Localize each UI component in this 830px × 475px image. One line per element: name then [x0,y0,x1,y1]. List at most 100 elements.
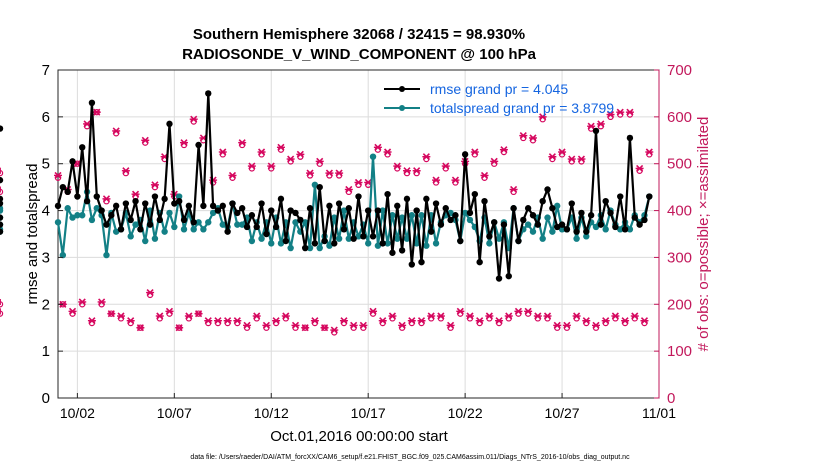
obs-possible-point [0,301,4,308]
rmse-point [74,193,81,200]
x-tick-label: 10/17 [351,405,386,421]
obs-assimilated-point [335,169,344,177]
rmse-point [229,200,236,207]
rmse-point [331,240,338,247]
obs-assimilated-point [286,155,295,163]
obs-assimilated-point [427,312,436,320]
totalspread-point [54,219,62,226]
rmse-point [408,261,416,268]
obs-assimilated-point [378,317,387,325]
obs-assimilated-point [451,176,460,184]
rmse-point [306,205,314,212]
y-tick-label-left: 4 [42,203,50,220]
obs-assimilated-point [165,307,174,315]
obs-assimilated-point [407,317,416,325]
rmse-point [587,212,595,219]
totalspread-point [74,212,81,219]
rmse-point [195,141,202,149]
obs-assimilated-point [504,312,513,320]
rmse-point [452,212,459,219]
obs-assimilated-point [383,148,392,156]
rmse-point [583,228,590,235]
rmse-point [219,202,226,210]
rmse-point [398,247,406,254]
obs-assimilated-point [126,317,135,325]
rmse-point [568,200,575,207]
totalspread-point [524,221,532,228]
rmse-point [592,127,600,135]
totalspread-point [413,240,420,247]
rmse-point [437,221,445,228]
obs-assimilated-point [616,108,625,116]
obs-assimilated-point [117,312,126,320]
rmse-point [64,188,71,196]
totalspread-point [403,235,411,242]
rmse-point [268,207,275,214]
rmse-point [345,205,353,212]
rmse-point [621,226,629,233]
rmse-point [69,158,76,165]
obs-assimilated-point [548,153,557,161]
rmse-point [112,202,120,210]
obs-assimilated-point [567,155,576,163]
rmse-point [573,228,580,235]
obs-assimilated-point [223,317,232,325]
rmse-point [413,207,420,214]
rmse-point [272,223,280,231]
rmse-point [355,193,362,200]
totalspread-point [238,221,246,228]
chart-title: Southern Hemisphere 32068 / 32415 = 98.9… [193,26,525,43]
obs-assimilated-point [553,321,562,329]
rmse-point [384,190,391,198]
rmse-point [500,221,508,228]
legend: rmse grand pr = 4.045 totalspread grand … [384,81,614,116]
totalspread-point [486,240,493,247]
rmse-point [301,244,309,252]
obs-assimilated-point [107,310,116,318]
rmse-point [287,207,294,214]
obs-assimilated-point [325,169,334,177]
rmse-point [292,209,299,217]
obs-assimilated-point [359,321,368,329]
totalspread-point [408,212,416,219]
obs-assimilated-point [349,321,358,329]
rmse-point [83,198,91,205]
totalspread-point [539,235,546,242]
totalspread-point [316,244,323,252]
y-tick-label-left: 5 [42,156,50,173]
series-layer [0,90,654,336]
rmse-point [539,198,546,205]
rmse-point [491,219,498,226]
totalspread-point [355,233,362,240]
y-tick-label-right: 700 [667,62,692,79]
y-tick-label-right: 0 [667,390,675,407]
rmse-point [0,221,4,228]
totalspread-point [248,237,256,245]
rmse-point [524,205,532,212]
obs-assimilated-point [310,317,319,325]
totalspread-point [345,235,353,242]
y-tick-label-right: 200 [667,296,692,313]
rmse-point [520,216,527,224]
rmse-point [122,200,130,207]
obs-assimilated-point [519,132,528,140]
rmse-point [379,240,386,247]
totalspread-point [301,219,309,226]
rmse-point [326,202,333,210]
totalspread-point [287,244,294,252]
rmse-point [311,240,319,247]
chart-subtitle: RADIOSONDE_V_WIND_COMPONENT @ 100 hPa [182,46,537,63]
obs-assimilated-point [630,312,639,320]
totalspread-point [205,219,212,226]
obs-assimilated-point [233,317,242,325]
x-tick-label: 10/22 [448,405,483,421]
obs-assimilated-point [330,326,339,334]
totalspread-point [209,209,217,217]
obs-assimilated-point [306,169,315,177]
rmse-point [103,221,110,228]
rmse-point [374,207,382,214]
rmse-point [481,198,488,205]
obs-assimilated-point [146,289,155,297]
y-axis-label-right: # of obs: o=possible; ×=assimilated [695,117,712,352]
rmse-point [602,198,609,205]
